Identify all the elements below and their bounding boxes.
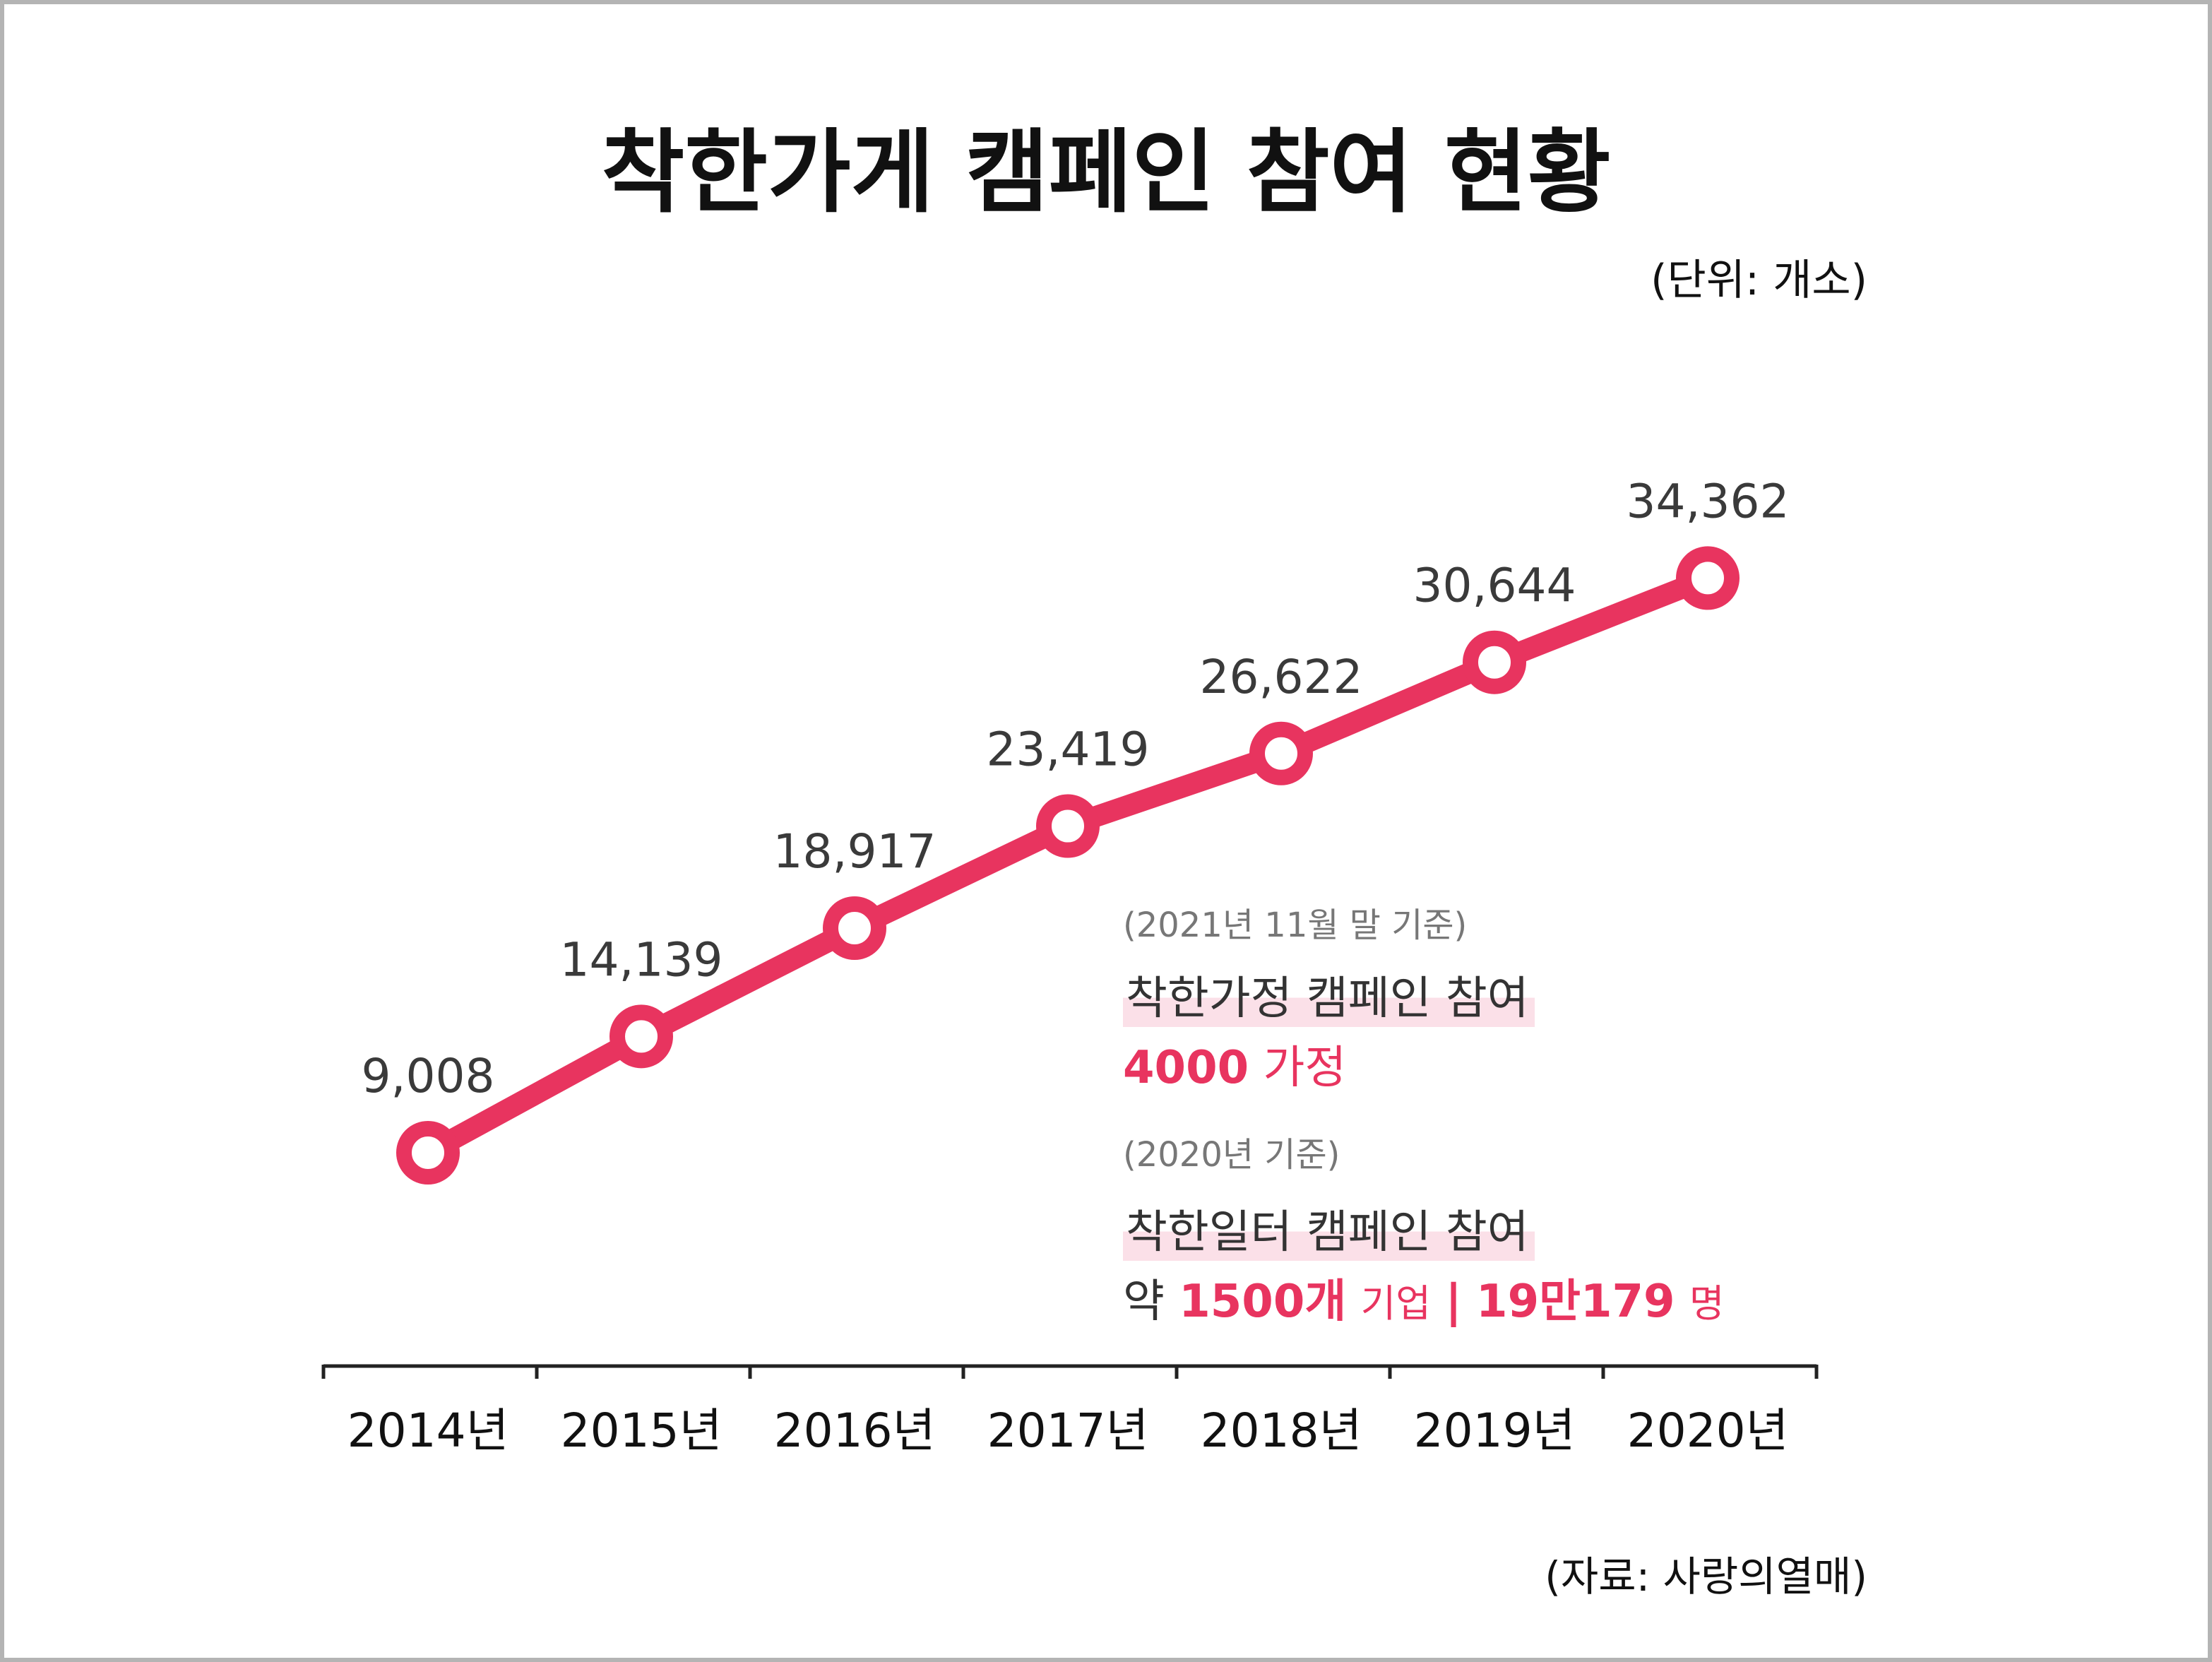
workplace-people-unit: 명 xyxy=(1689,1281,1725,1326)
workplace-note-date: (2020년 기준) xyxy=(1123,1135,1340,1175)
data-point xyxy=(396,1121,460,1185)
data-points xyxy=(396,546,1740,1185)
x-tick-labels: 2014년 2015년 2016년 2017년 2018년 2019년 2020년 xyxy=(347,1403,1789,1458)
source-label: (자료: 사랑의열매) xyxy=(1545,1553,1867,1601)
family-count: 4000 xyxy=(1123,1042,1249,1094)
data-labels: 9,008 14,139 18,917 23,419 26,622 30,644 34,36… xyxy=(362,474,1790,1103)
workplace-prefix: 약 xyxy=(1123,1276,1165,1328)
x-axis xyxy=(321,1364,1819,1379)
data-label: 9,008 xyxy=(362,1049,495,1103)
unit-label: (단위: 개소) xyxy=(1651,256,1867,305)
x-tick-label: 2018년 xyxy=(1201,1403,1362,1458)
data-label: 30,644 xyxy=(1413,559,1576,613)
x-tick-label: 2017년 xyxy=(987,1403,1149,1458)
x-tick-label: 2020년 xyxy=(1627,1403,1789,1458)
x-tick-label: 2014년 xyxy=(347,1403,509,1458)
workplace-note-heading: 착한일터 캠페인 참여 xyxy=(1123,1196,1535,1261)
x-tick-label: 2015년 xyxy=(561,1403,723,1458)
data-label: 34,362 xyxy=(1627,474,1790,528)
family-campaign-note: (2021년 11월 말 기준) 착한가정 캠페인 참여 4000 가정 xyxy=(1123,897,1535,1096)
data-point xyxy=(1249,721,1313,785)
family-note-heading: 착한가정 캠페인 참여 xyxy=(1123,962,1535,1027)
workplace-people: 19만179 xyxy=(1476,1276,1675,1328)
chart-title: 착한가게 캠페인 참여 현황 xyxy=(601,120,1611,225)
data-point xyxy=(1676,546,1740,610)
data-label: 23,419 xyxy=(987,723,1150,777)
data-point xyxy=(610,1004,673,1069)
data-point xyxy=(1463,630,1526,694)
family-note-date: (2021년 11월 말 기준) xyxy=(1123,906,1468,945)
x-tick-label: 2016년 xyxy=(774,1403,936,1458)
data-label: 14,139 xyxy=(560,932,723,987)
data-label: 26,622 xyxy=(1200,650,1363,704)
data-point xyxy=(1036,794,1100,858)
workplace-campaign-note: (2020년 기준) 착한일터 캠페인 참여 약 1500개 기업 | 19만1… xyxy=(1123,1127,1725,1330)
workplace-companies-unit: 기업 xyxy=(1360,1281,1431,1326)
workplace-separator: | xyxy=(1445,1276,1462,1328)
data-label: 18,917 xyxy=(773,824,936,879)
data-point xyxy=(823,896,886,961)
family-count-unit: 가정 xyxy=(1263,1042,1347,1094)
workplace-companies: 1500개 xyxy=(1179,1276,1347,1328)
x-tick-label: 2019년 xyxy=(1414,1403,1576,1458)
